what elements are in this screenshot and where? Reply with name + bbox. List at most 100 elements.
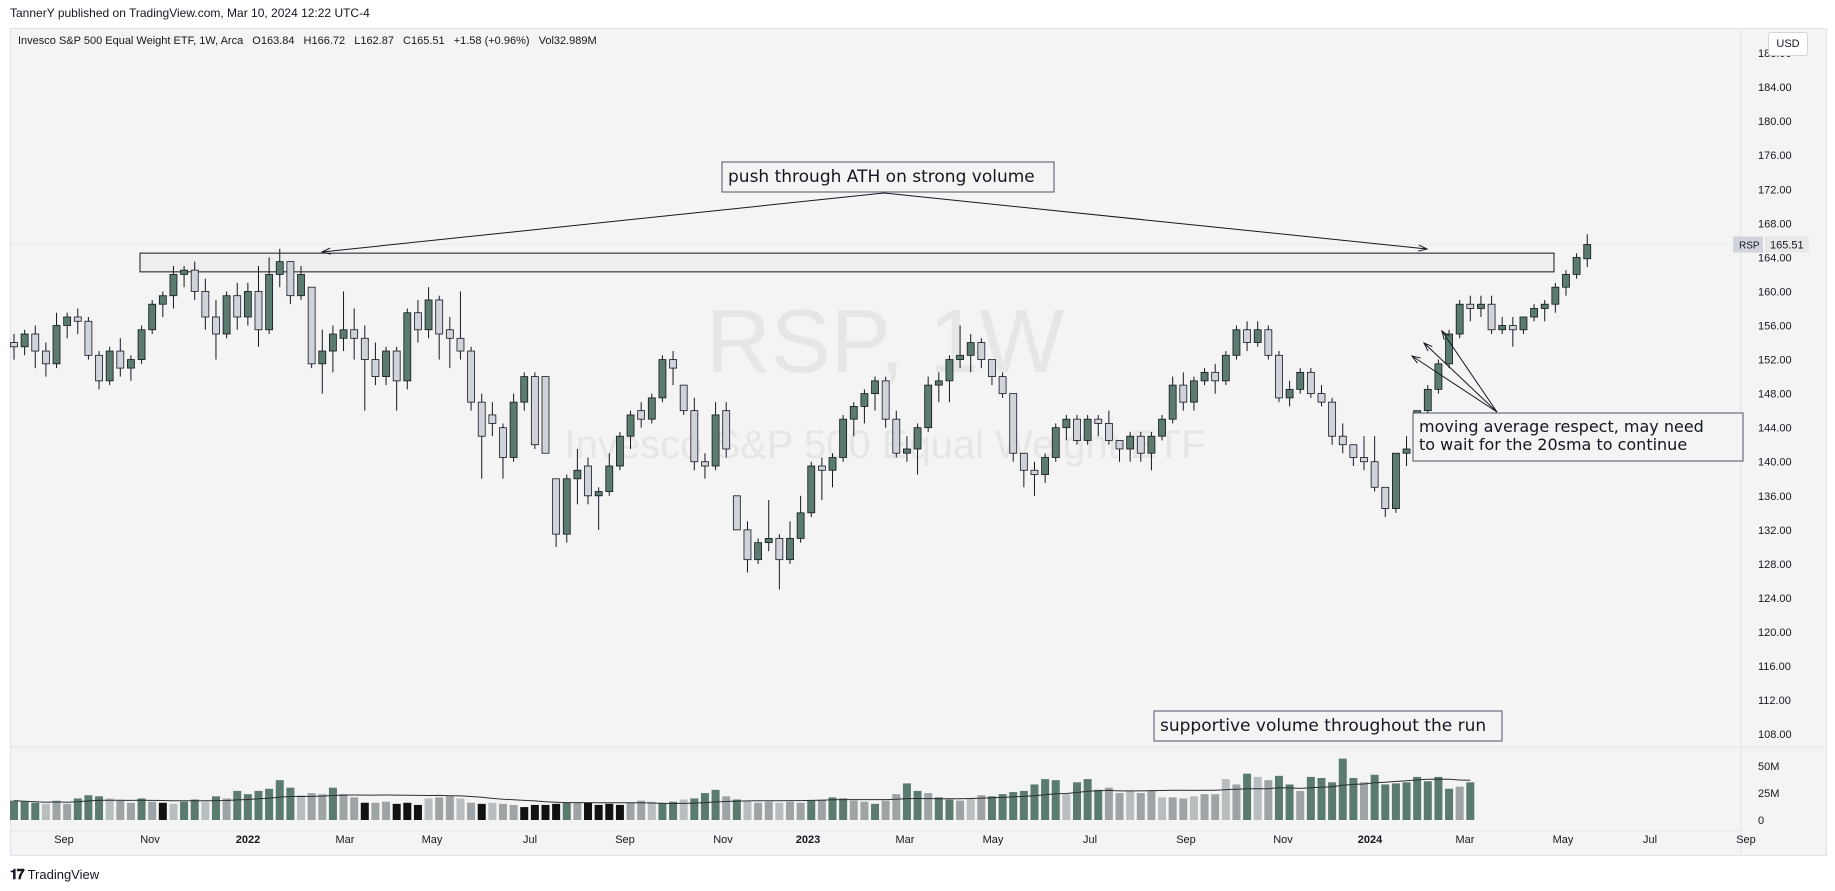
volume-bar <box>658 802 667 820</box>
volume-bar <box>1126 790 1135 820</box>
volume-bar <box>584 802 593 820</box>
volume-bar <box>1115 793 1124 820</box>
candle-body <box>1572 256 1581 275</box>
time-tick-label: May <box>1553 834 1574 846</box>
candle-body <box>690 410 699 463</box>
volume-bar <box>509 804 518 820</box>
candle-body <box>10 342 18 348</box>
candle-body <box>243 291 252 318</box>
price-tick-label: 160.00 <box>1758 286 1792 298</box>
candle-body <box>339 329 348 339</box>
volume-bar <box>95 796 104 820</box>
volume-bar <box>233 790 242 820</box>
volume-bar <box>1062 794 1071 820</box>
candle-body <box>1253 329 1262 343</box>
time-tick-label: 2022 <box>236 834 260 846</box>
volume-bar <box>1104 787 1113 820</box>
time-tick-label: May <box>983 834 1004 846</box>
last-price-label: 165.51 <box>1770 240 1804 252</box>
volume-bar <box>679 799 688 820</box>
candle-body <box>1423 388 1432 412</box>
volume-bar <box>987 796 996 820</box>
candle-body <box>977 342 986 360</box>
ma-annotation-box <box>1412 412 1744 462</box>
candle-body <box>1434 363 1443 390</box>
time-tick-label: Nov <box>713 834 733 846</box>
volume-bar <box>456 798 465 820</box>
candle-body <box>1445 333 1453 365</box>
volume-bar <box>392 803 401 820</box>
candle-body <box>1051 427 1060 458</box>
candle-body <box>754 542 762 561</box>
candle-body <box>158 295 167 305</box>
volume-bar <box>1158 797 1167 820</box>
candle-body <box>1360 457 1368 463</box>
volume-bar <box>1274 775 1283 820</box>
volume-bar <box>286 787 295 820</box>
volume-bar <box>318 794 327 820</box>
volume-bar <box>488 802 497 820</box>
candle-body <box>998 376 1007 395</box>
candle-body <box>105 350 114 382</box>
candle-body <box>95 354 103 382</box>
candle-body <box>1062 418 1071 429</box>
candle-body <box>1296 371 1305 390</box>
candle-body <box>1317 393 1326 403</box>
volume-bar <box>1423 781 1432 820</box>
ath-zone-rect <box>139 252 1555 273</box>
candle-body <box>63 316 72 326</box>
volume-tick-25m: 25M <box>1758 788 1779 800</box>
last-price-badge <box>1765 236 1809 253</box>
candle-body <box>1019 452 1028 471</box>
volume-bar <box>1434 776 1443 820</box>
volume-bar <box>275 780 284 820</box>
volume-bar <box>913 790 922 820</box>
candle-body <box>1402 448 1411 454</box>
volume-bar <box>690 798 699 820</box>
volume-bar <box>1317 778 1326 820</box>
candle-body <box>945 359 954 382</box>
time-tick-label: Jul <box>1083 834 1097 846</box>
tradingview-brand: TradingView <box>27 867 100 882</box>
volume-bar <box>413 804 422 820</box>
ath-arrow-right-head <box>1418 244 1429 252</box>
volume-bar <box>265 788 274 820</box>
volume-bar <box>20 801 29 820</box>
volume-bar <box>871 803 880 820</box>
candle-body <box>360 337 369 360</box>
candle-body <box>966 342 975 356</box>
volume-bar <box>785 801 794 820</box>
volume-bar <box>945 799 954 820</box>
volume-bar <box>1211 794 1220 820</box>
tradingview-logo[interactable]: 𝟏𝟕 TradingView <box>10 866 99 883</box>
volume-bar <box>1094 789 1103 820</box>
volume-bar <box>626 802 635 820</box>
volume-bar <box>1019 790 1028 820</box>
volume-bar <box>1009 792 1018 820</box>
candle-body <box>1211 371 1220 382</box>
volume-bar <box>998 794 1007 820</box>
volume-bar <box>190 799 199 820</box>
volume-bar <box>1445 788 1454 820</box>
price-tick-label: 128.00 <box>1758 559 1792 571</box>
currency-button[interactable]: USD <box>1768 32 1808 56</box>
publish-info: TannerY published on TradingView.com, Ma… <box>10 6 370 20</box>
volume-tick-50m: 50M <box>1758 761 1779 773</box>
price-tick-label: 136.00 <box>1758 491 1792 503</box>
candle-body <box>626 414 635 437</box>
volume-bar <box>52 800 61 820</box>
candle-body <box>1243 329 1251 343</box>
candle-body <box>1487 303 1496 331</box>
candle-body <box>1583 244 1592 260</box>
volume-bar <box>860 801 869 820</box>
candle-body <box>1136 435 1145 454</box>
volume-bar <box>126 802 135 820</box>
volume-bar <box>828 797 837 820</box>
volume-bar <box>700 793 709 820</box>
time-tick-label: Jul <box>523 834 537 846</box>
candle-body <box>786 537 794 561</box>
candle-body <box>1540 303 1549 309</box>
candle-body <box>1328 401 1337 437</box>
candle-body <box>20 333 29 348</box>
